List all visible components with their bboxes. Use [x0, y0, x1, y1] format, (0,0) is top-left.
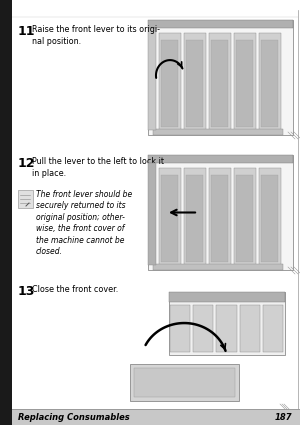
- Bar: [236, 40, 253, 127]
- Bar: [153, 264, 283, 270]
- Bar: [148, 155, 293, 270]
- Bar: [169, 292, 285, 302]
- Bar: [148, 20, 293, 28]
- Bar: [211, 40, 228, 127]
- Bar: [0, 0, 12, 425]
- Bar: [209, 168, 231, 265]
- Bar: [216, 305, 236, 352]
- Bar: [159, 33, 181, 130]
- Bar: [209, 33, 231, 130]
- Bar: [259, 168, 281, 265]
- Text: 13: 13: [18, 285, 35, 298]
- Text: 187: 187: [274, 413, 292, 422]
- Bar: [234, 168, 256, 265]
- Bar: [211, 175, 228, 262]
- Bar: [148, 155, 293, 163]
- Bar: [186, 175, 203, 262]
- Text: 11: 11: [18, 25, 35, 38]
- FancyBboxPatch shape: [17, 190, 32, 207]
- Text: Close the front cover.: Close the front cover.: [32, 285, 118, 294]
- Bar: [236, 175, 253, 262]
- Bar: [261, 40, 278, 127]
- Bar: [169, 292, 285, 355]
- Bar: [134, 368, 235, 397]
- Text: Raise the front lever to its origi-
nal position.: Raise the front lever to its origi- nal …: [32, 25, 160, 46]
- Bar: [161, 40, 178, 127]
- Bar: [148, 20, 293, 135]
- Bar: [148, 28, 156, 130]
- Bar: [159, 168, 181, 265]
- Bar: [234, 33, 256, 130]
- Bar: [0, 409, 300, 425]
- Bar: [184, 33, 206, 130]
- Bar: [239, 305, 260, 352]
- Bar: [193, 305, 213, 352]
- Text: The front lever should be
securely returned to its
original position; other-
wis: The front lever should be securely retur…: [36, 190, 132, 256]
- Bar: [259, 33, 281, 130]
- Bar: [130, 365, 238, 401]
- Text: Pull the lever to the left to lock it
in place.: Pull the lever to the left to lock it in…: [32, 157, 164, 178]
- Bar: [161, 175, 178, 262]
- Bar: [184, 168, 206, 265]
- Bar: [170, 305, 190, 352]
- Bar: [261, 175, 278, 262]
- Text: 12: 12: [18, 157, 35, 170]
- Bar: [153, 129, 283, 135]
- Bar: [148, 163, 156, 265]
- Bar: [263, 305, 283, 352]
- Text: Replacing Consumables: Replacing Consumables: [18, 413, 130, 422]
- Bar: [186, 40, 203, 127]
